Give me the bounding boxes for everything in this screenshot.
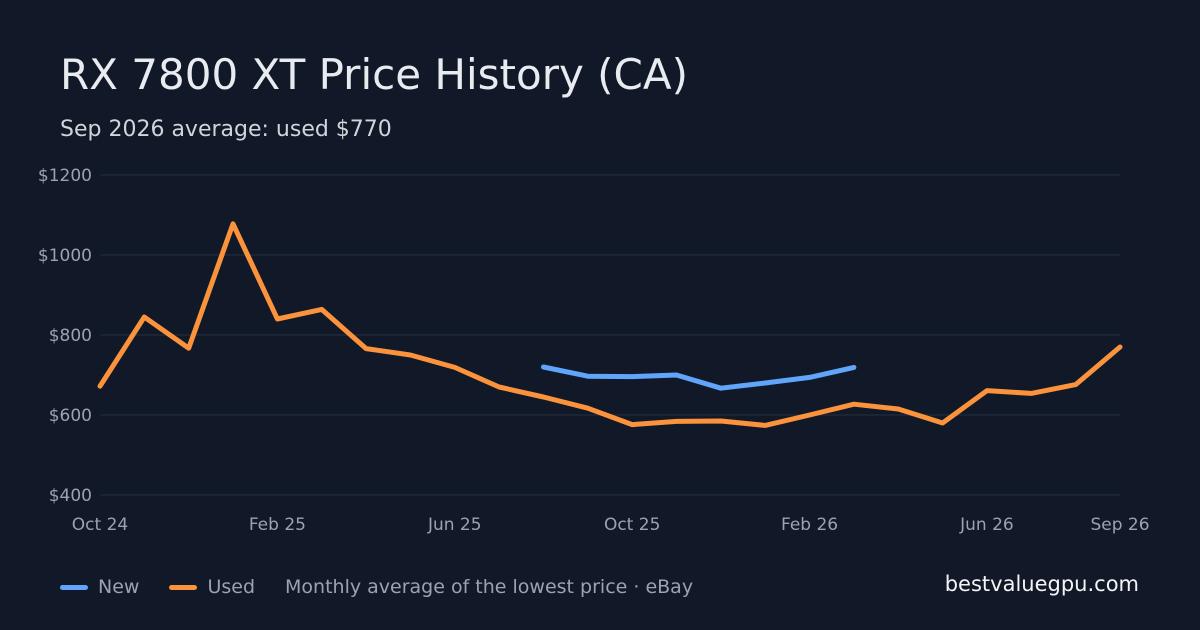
y-tick-label: $1000 [38,246,92,266]
x-tick-label: Sep 26 [1090,515,1149,535]
legend-item-used[interactable]: Used [169,576,255,598]
y-tick-label: $400 [49,486,92,506]
x-tick-label: Feb 25 [249,515,306,535]
legend-label-used: Used [207,576,256,598]
legend-label-new: New [98,576,140,598]
chart-footer: New Used Monthly average of the lowest p… [60,574,693,600]
y-tick-label: $600 [49,406,92,426]
series-lines [97,221,1123,428]
source-note: Monthly average of the lowest price · eB… [285,576,694,598]
x-tick-label: Jun 25 [427,515,482,535]
x-tick-label: Oct 24 [72,515,128,535]
series-line-new [541,364,857,391]
x-tick-label: Jun 26 [959,515,1014,535]
x-tick-label: Oct 25 [604,515,660,535]
grid-lines [100,174,1120,496]
chart-subtitle: Sep 2026 average: used $770 [60,117,392,142]
legend-swatch-used [169,584,198,590]
legend-swatch-new [60,584,88,590]
series-line-used [97,221,1123,428]
y-tick-label: $1200 [38,166,92,186]
y-tick-label: $800 [49,326,92,346]
x-tick-label: Feb 26 [781,515,838,535]
x-axis-ticks: Oct 24 Feb 25 Jun 25 Oct 25 Feb 26 Jun 26 Sep … [72,515,1150,535]
chart-title: RX 7800 XT Price History (CA) [60,50,688,99]
y-axis-ticks: $1200 $1000 $800 $600 $400 [38,166,92,506]
site-name[interactable]: bestvaluegpu.com [944,572,1139,596]
legend-item-new[interactable]: New [60,576,139,598]
